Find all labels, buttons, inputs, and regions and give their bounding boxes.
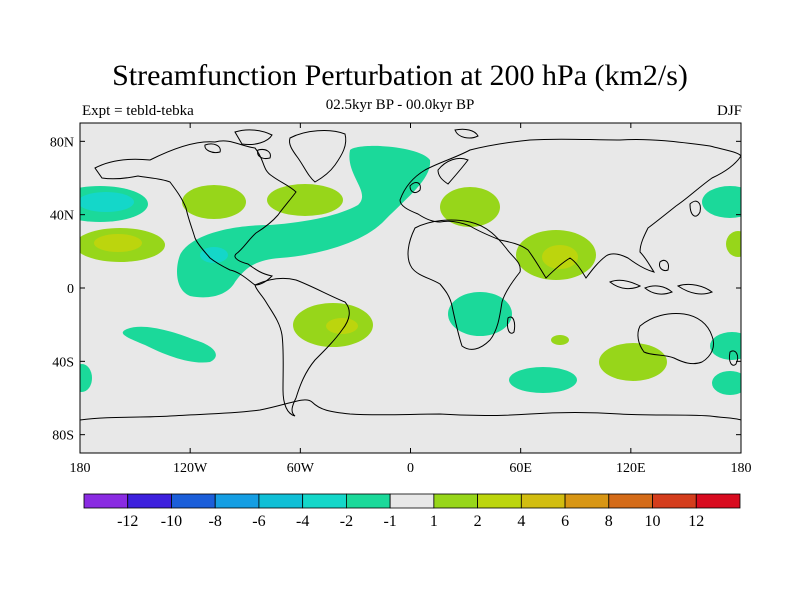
anomaly-east-africa-negative <box>448 292 512 336</box>
x-tick-label: 0 <box>407 461 414 476</box>
coastline-indonesia <box>609 259 714 295</box>
experiment-label: Expt = tebld-tebka <box>82 103 194 119</box>
anomaly-southern-indian-negative <box>509 367 577 393</box>
anomaly-south-pacific-negative <box>122 326 216 363</box>
y-tick-label: 40S <box>52 355 74 370</box>
anomaly-new-zealand-south-negative <box>712 371 741 395</box>
colorbar-swatch <box>389 493 435 509</box>
colorbar-swatch <box>520 493 566 509</box>
x-tick-label: 60W <box>287 461 315 476</box>
colorbar-label: -1 <box>383 513 396 530</box>
colorbar: -12 -10 -8 -6 -4 -2 -1 1 2 4 6 8 10 12 <box>83 493 741 530</box>
anomaly-north-pacific-core <box>80 192 134 212</box>
colorbar-label: 4 <box>517 513 525 530</box>
anomaly-indian-core <box>542 245 578 269</box>
colorbar-label: -12 <box>117 513 138 530</box>
coastline-scandinavia <box>409 157 469 194</box>
colorbar-swatch <box>695 493 741 509</box>
colorbar-label: 6 <box>561 513 569 530</box>
colorbar-label: 10 <box>645 513 661 530</box>
colorbar-label: -10 <box>161 513 182 530</box>
anomaly-mediterranean-positive <box>440 187 500 227</box>
y-tick-label: 80S <box>52 429 74 444</box>
coastline-south-america <box>254 277 350 417</box>
coastline-greenland <box>289 130 347 183</box>
coastline-eurasia <box>399 138 741 279</box>
anomaly-atlantic-wavetrain <box>177 145 431 298</box>
anomaly-north-america-positive <box>182 185 246 219</box>
anomaly-mexico-core <box>200 247 228 263</box>
colorbar-label: 1 <box>430 513 438 530</box>
colorbar-swatch <box>258 493 304 509</box>
coastline-antarctica <box>80 399 741 421</box>
colorbar-label: 8 <box>605 513 613 530</box>
y-tick-label: 0 <box>67 282 74 297</box>
anomaly-far-west-negative <box>80 364 92 392</box>
anomaly-new-zealand-negative <box>710 332 741 360</box>
coastline-north-america <box>94 140 297 286</box>
y-tick-label: 80N <box>50 135 74 150</box>
y-tick-label: 40N <box>50 209 74 224</box>
season-label: DJF <box>716 103 742 119</box>
coastline-japan <box>689 200 701 217</box>
colorbar-label: -4 <box>296 513 309 530</box>
anomaly-southern-indian-positive <box>599 343 667 381</box>
x-tick-label: 180 <box>731 461 752 476</box>
coastline-madagascar <box>507 316 516 334</box>
colorbar-label: 2 <box>474 513 482 530</box>
x-tick-label: 180 <box>70 461 91 476</box>
colorbar-swatch <box>83 493 129 509</box>
colorbar-swatch <box>171 493 216 509</box>
anomaly-w-pacific-positive <box>726 231 741 257</box>
colorbar-swatch <box>433 493 479 509</box>
chart-subtitle: 02.5kyr BP - 00.0kyr BP <box>325 97 475 113</box>
coastline-new-zealand <box>729 350 739 366</box>
colorbar-swatch <box>127 493 172 509</box>
colorbar-swatch <box>608 493 653 509</box>
coastline-arctic-islands <box>204 128 479 159</box>
colorbar-swatch <box>302 493 347 509</box>
anomaly-south-america-core <box>326 318 358 334</box>
chart-title: Streamfunction Perturbation at 200 hPa (… <box>112 59 688 92</box>
colorbar-label: 12 <box>688 513 704 530</box>
colorbar-label: -6 <box>252 513 265 530</box>
colorbar-label: -2 <box>340 513 353 530</box>
colorbar-swatch <box>214 493 260 509</box>
anomaly-north-atlantic-positive <box>267 184 343 216</box>
anomaly-nw-pacific-negative <box>702 186 741 218</box>
y-axis: 80N 40N 0 40S 80S <box>50 135 741 444</box>
colorbar-swatch <box>345 493 391 509</box>
x-tick-label: 120E <box>616 461 646 476</box>
colorbar-label: -8 <box>209 513 222 530</box>
colorbar-swatch <box>477 493 522 509</box>
anomaly-layer <box>80 145 741 395</box>
anomaly-subtropical-pacific-core <box>94 234 142 252</box>
colorbar-swatch <box>652 493 697 509</box>
coastline-australia <box>637 313 715 365</box>
coastlines <box>80 128 741 421</box>
x-tick-label: 120W <box>173 461 208 476</box>
x-tick-label: 60E <box>509 461 532 476</box>
x-axis: 180 120W 60W 0 60E 120E 180 <box>70 123 752 476</box>
anomaly-small-south-atlantic-positive <box>551 335 569 345</box>
colorbar-swatch <box>564 493 610 509</box>
